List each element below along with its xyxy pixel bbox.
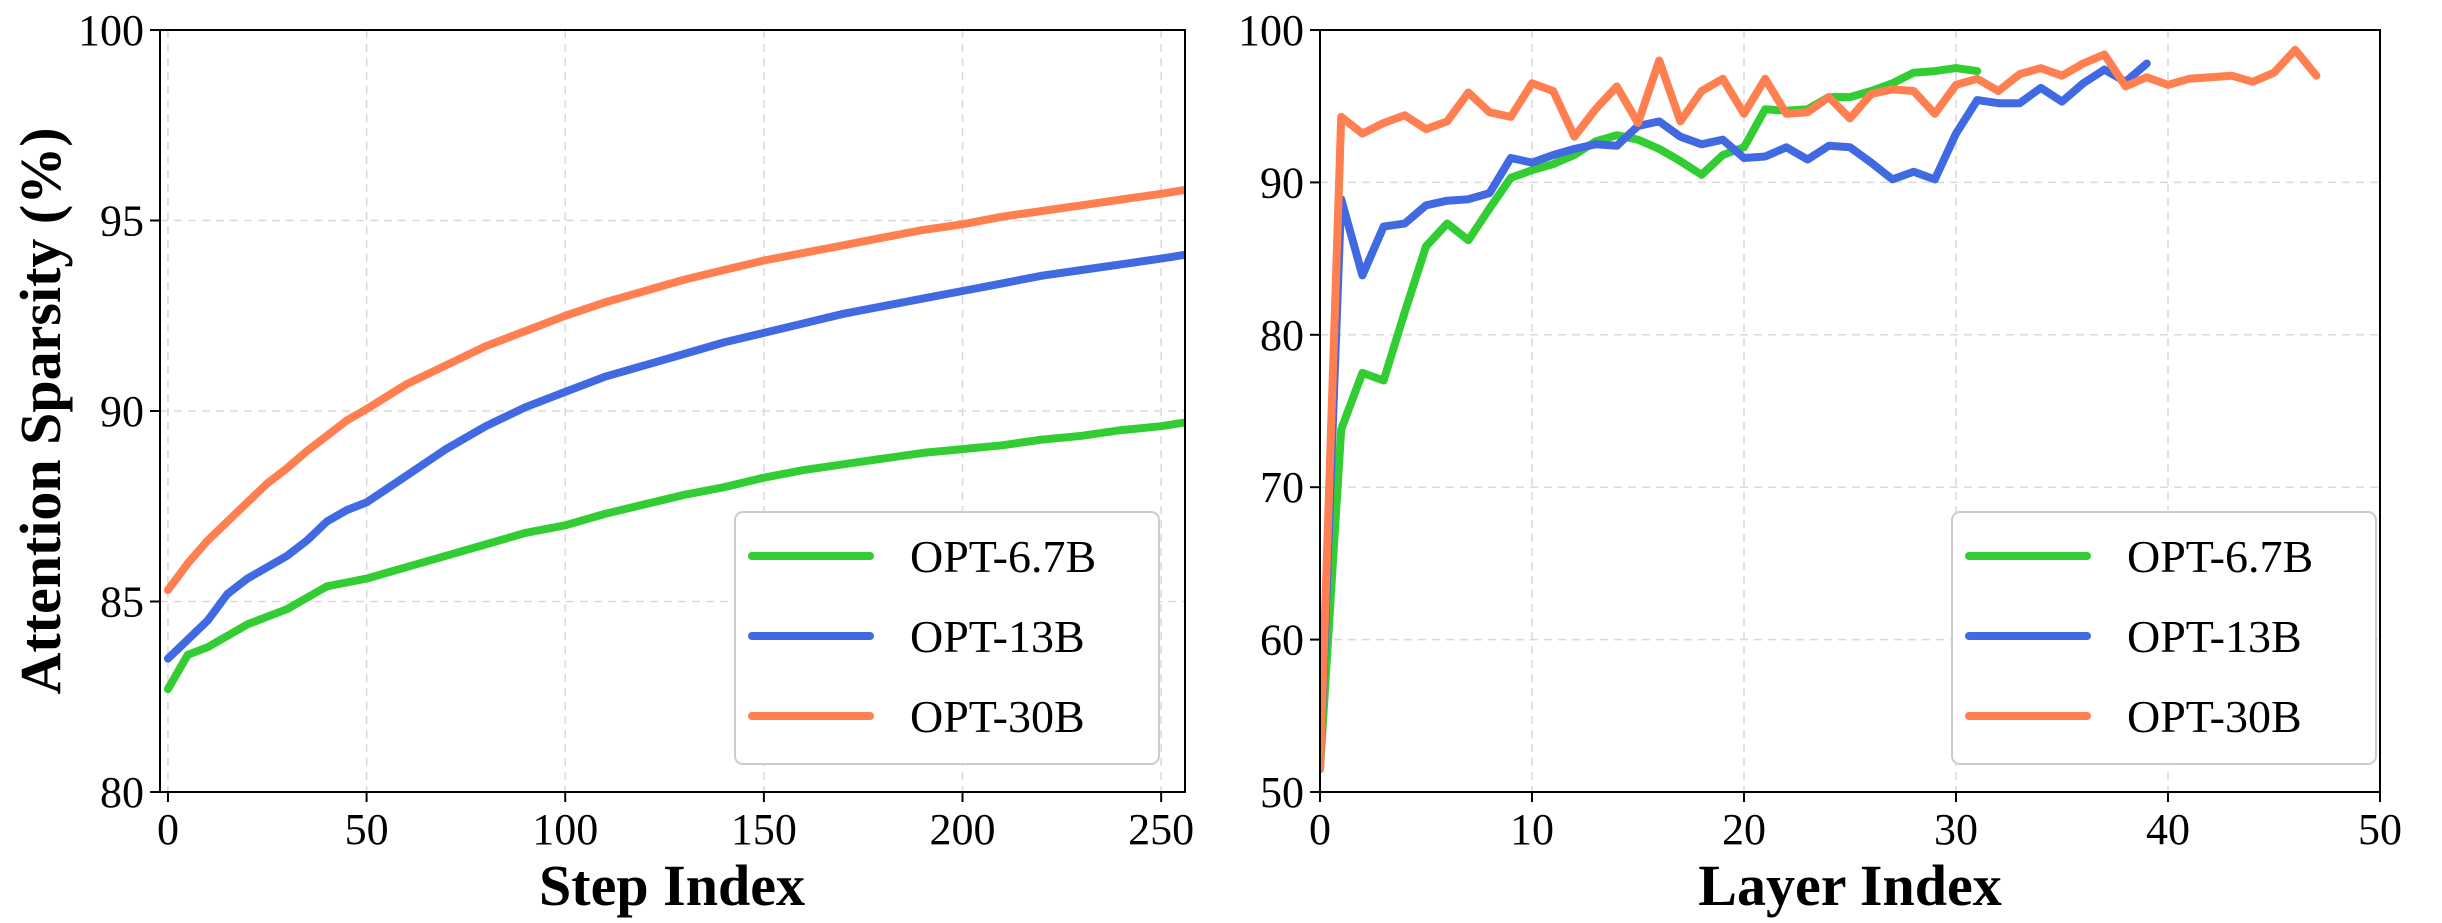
left-y-axis-title: Attention Sparsity (%) <box>8 127 73 694</box>
right-y-tick-label: 90 <box>1260 158 1304 207</box>
left-y-tick-label: 85 <box>100 578 144 627</box>
right-series-line-opt-30b <box>1320 45 2321 774</box>
right-legend: OPT-6.7B OPT-13B OPT-30B <box>1951 511 2377 765</box>
right-plot-frame <box>1319 29 2381 793</box>
right-legend-label-opt-30b: OPT-30B <box>2127 691 2302 742</box>
right-tick-labels: 0 10 20 30 40 50 50 60 70 80 90 100 <box>1238 6 2402 854</box>
right-legend-box <box>1951 511 2377 765</box>
right-legend-label-opt-13b: OPT-13B <box>2127 611 2302 662</box>
right-x-axis-title: Layer Index <box>1698 853 2001 918</box>
left-legend-label-opt-13b: OPT-13B <box>910 611 1085 662</box>
left-series-line-opt-6-7b <box>163 418 1185 694</box>
left-series-line-opt-13b <box>163 250 1185 663</box>
left-y-tick-label: 95 <box>100 197 144 246</box>
right-x-tick-label: 20 <box>1722 805 1766 854</box>
left-series-line-opt-30b <box>163 186 1185 595</box>
right-y-tick-label: 50 <box>1260 768 1304 817</box>
left-x-tick-label: 250 <box>1128 805 1194 854</box>
left-tick-labels: 0 50 100 150 200 250 80 85 90 95 100 <box>78 6 1194 854</box>
left-chart-panel: 0 50 100 150 200 250 80 85 90 95 100 Step Index At… <box>8 6 1194 918</box>
right-y-tick-label: 100 <box>1238 6 1304 55</box>
left-y-tick-label: 100 <box>78 6 144 55</box>
left-x-tick-label: 200 <box>930 805 996 854</box>
left-x-tick-label: 100 <box>532 805 598 854</box>
left-x-tick-label: 150 <box>731 805 797 854</box>
right-y-tick-label: 70 <box>1260 463 1304 512</box>
left-legend-box <box>734 511 1160 765</box>
right-legend-label-opt-6-7b: OPT-6.7B <box>2127 531 2313 582</box>
left-x-tick-label: 50 <box>345 805 389 854</box>
right-x-tick-label: 50 <box>2358 805 2402 854</box>
left-legend-label-opt-30b: OPT-30B <box>910 691 1085 742</box>
left-y-tick-label: 90 <box>100 387 144 436</box>
left-series-lines <box>163 186 1185 694</box>
right-x-tick-label: 40 <box>2146 805 2190 854</box>
right-series-line-opt-13b <box>1320 59 2151 774</box>
right-x-tick-label: 30 <box>1934 805 1978 854</box>
right-y-tick-label: 60 <box>1260 616 1304 665</box>
left-x-tick-label: 0 <box>157 805 179 854</box>
right-x-tick-label: 10 <box>1510 805 1554 854</box>
right-chart-panel: 0 10 20 30 40 50 50 60 70 80 90 100 Layer Index OPT… <box>1238 6 2402 918</box>
left-x-axis-title: Step Index <box>539 853 805 918</box>
left-legend-label-opt-6-7b: OPT-6.7B <box>910 531 1096 582</box>
right-y-tick-label: 80 <box>1260 311 1304 360</box>
right-series-lines <box>1320 45 2321 774</box>
left-y-tick-label: 80 <box>100 768 144 817</box>
left-legend: OPT-6.7B OPT-13B OPT-30B <box>734 511 1160 765</box>
right-x-tick-label: 0 <box>1309 805 1331 854</box>
